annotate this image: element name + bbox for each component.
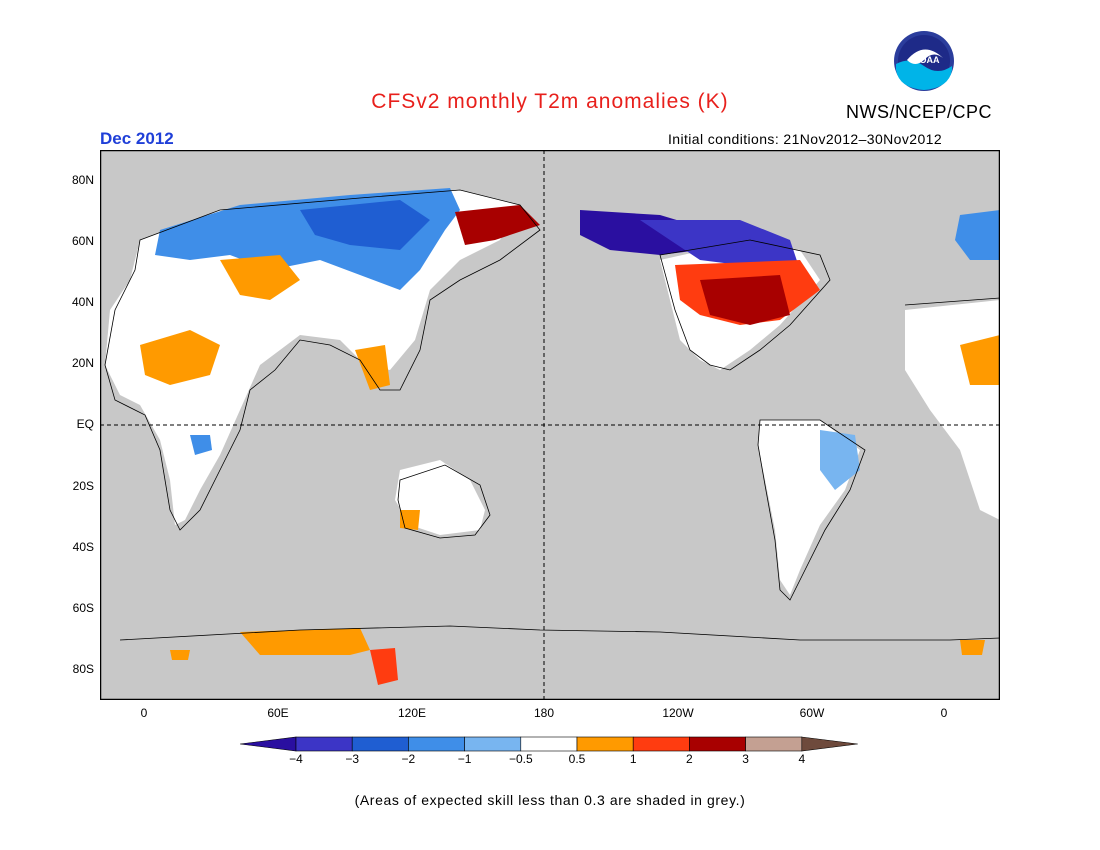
lon-label: 60E [267,706,289,720]
lon-label: 0 [140,706,148,720]
colorbar-tick-label: −4 [289,752,303,766]
colorbar-tick-label: 2 [686,752,693,766]
colorbar-swatch [408,736,465,752]
lat-label: 60N [71,234,94,248]
coastlines [104,189,1000,641]
colorbar-tick-label: 3 [742,752,749,766]
noaa-logo-icon [894,31,954,91]
colorbar-tick-label: 1 [629,752,637,766]
anomaly-negative-areas [155,188,1000,490]
reference-lines [100,150,1000,700]
colorbar [240,736,858,752]
colorbar-swatch [520,736,578,752]
skill-footnote: (Areas of expected skill less than 0.3 a… [354,792,746,808]
logo-text: NOAA [913,55,940,65]
colorbar-swatch [240,736,297,752]
anomaly-positive-areas [140,205,1000,685]
colorbar-swatch [576,736,634,752]
anomaly-map [100,150,1000,700]
colorbar-tick-label: 0.5 [568,752,586,766]
colorbar-swatch [295,736,353,752]
lon-label: 120E [397,706,427,720]
lat-label: 40N [71,295,94,309]
lat-label: 20S [72,479,94,493]
lat-label: 60S [72,601,94,615]
valid-month-label: Dec 2012 [100,129,174,148]
colorbar-swatch [351,736,409,752]
agency-label: NWS/NCEP/CPC [846,102,993,122]
lat-label: 20N [71,356,94,370]
lon-label: 60W [799,706,825,720]
colorbar-swatch [689,736,746,752]
colorbar-swatch [745,736,803,752]
lon-label: 180 [533,706,555,720]
colorbar-swatch [464,736,522,752]
lat-label: 80S [72,662,94,676]
initial-conditions-label: Initial conditions: 21Nov2012–30Nov2012 [668,131,943,147]
colorbar-tick-label: −1 [457,752,472,766]
map-frame [100,150,1000,700]
lat-label: 40S [72,540,94,554]
colorbar-tick-label: −0.5 [508,752,533,766]
colorbar-tick-label: −3 [345,752,360,766]
colorbar-tick-label: −2 [401,752,416,766]
lat-label: EQ [76,417,94,431]
map-title: CFSv2 monthly T2m anomalies (K) [371,90,729,113]
lon-label: 120W [662,706,694,720]
lon-label: 0 [940,706,948,720]
colorbar-swatch [632,736,690,752]
colorbar-swatch [801,736,858,752]
colorbar-tick-label: 4 [798,752,806,766]
lat-label: 80N [71,173,94,187]
